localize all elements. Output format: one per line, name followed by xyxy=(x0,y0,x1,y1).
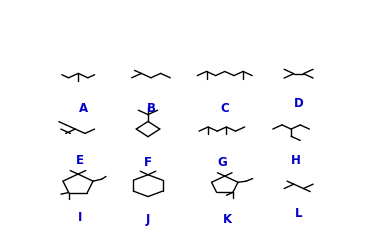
Text: I: I xyxy=(78,211,82,224)
Text: L: L xyxy=(295,207,303,220)
Text: K: K xyxy=(223,213,232,226)
Text: E: E xyxy=(76,154,84,167)
Text: J: J xyxy=(146,213,150,226)
Text: C: C xyxy=(221,102,229,115)
Text: B: B xyxy=(146,102,155,115)
Text: D: D xyxy=(294,97,304,110)
Text: H: H xyxy=(291,154,301,167)
Text: A: A xyxy=(78,102,88,115)
Text: G: G xyxy=(217,156,227,169)
Text: F: F xyxy=(144,156,152,169)
